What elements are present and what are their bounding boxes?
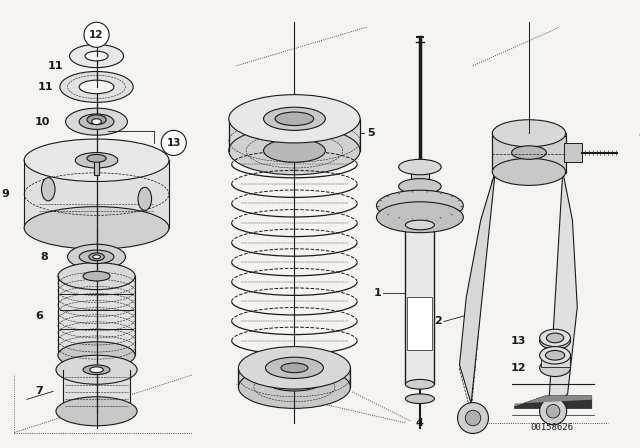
Text: 11: 11 (47, 60, 63, 71)
Ellipse shape (264, 107, 325, 130)
Ellipse shape (68, 244, 125, 269)
Polygon shape (625, 146, 640, 159)
Text: 9: 9 (2, 189, 10, 199)
Text: 5: 5 (367, 128, 374, 138)
Ellipse shape (540, 329, 570, 347)
Ellipse shape (376, 190, 463, 221)
Ellipse shape (83, 365, 110, 375)
Circle shape (547, 405, 560, 418)
Ellipse shape (239, 366, 351, 409)
Ellipse shape (89, 253, 104, 261)
Bar (412, 167, 429, 186)
Text: 3: 3 (638, 128, 640, 138)
Ellipse shape (42, 178, 55, 201)
Text: 13: 13 (511, 336, 526, 346)
Ellipse shape (376, 202, 463, 233)
Ellipse shape (60, 72, 133, 103)
Bar (541, 355, 570, 367)
Text: 1: 1 (374, 288, 381, 297)
Ellipse shape (90, 367, 103, 373)
Ellipse shape (87, 115, 106, 125)
Bar (408, 297, 433, 350)
Text: 00158626: 00158626 (531, 423, 573, 432)
Ellipse shape (228, 95, 360, 143)
Text: 13: 13 (166, 138, 181, 148)
Circle shape (465, 410, 481, 426)
Polygon shape (515, 396, 592, 406)
Text: 4: 4 (415, 418, 423, 428)
Ellipse shape (76, 153, 118, 168)
Text: 12: 12 (511, 363, 526, 373)
Text: 12: 12 (90, 30, 104, 40)
Ellipse shape (266, 370, 323, 391)
Circle shape (458, 403, 488, 434)
Ellipse shape (79, 114, 114, 129)
Polygon shape (228, 119, 360, 151)
Polygon shape (460, 172, 495, 404)
Ellipse shape (540, 332, 570, 349)
Ellipse shape (66, 108, 127, 135)
Ellipse shape (275, 112, 314, 125)
Text: 8: 8 (40, 252, 48, 262)
Bar (492, 136, 566, 173)
Ellipse shape (492, 158, 566, 185)
Polygon shape (548, 172, 577, 413)
Ellipse shape (264, 139, 325, 162)
Ellipse shape (492, 120, 566, 147)
Ellipse shape (545, 350, 564, 360)
Ellipse shape (511, 146, 547, 159)
Ellipse shape (93, 255, 100, 259)
Ellipse shape (92, 119, 101, 125)
Ellipse shape (540, 347, 570, 364)
Polygon shape (515, 396, 592, 409)
Polygon shape (63, 370, 131, 411)
Text: 2: 2 (435, 316, 442, 327)
Ellipse shape (58, 342, 135, 369)
Ellipse shape (24, 207, 169, 249)
Ellipse shape (79, 80, 114, 94)
Polygon shape (401, 206, 439, 217)
Ellipse shape (138, 187, 152, 211)
Circle shape (84, 22, 109, 47)
Ellipse shape (58, 263, 135, 290)
Ellipse shape (405, 394, 435, 404)
Ellipse shape (405, 220, 435, 230)
Ellipse shape (24, 139, 169, 181)
Text: 7: 7 (36, 386, 44, 396)
Polygon shape (24, 160, 169, 228)
Ellipse shape (56, 397, 137, 426)
Circle shape (161, 130, 186, 155)
Polygon shape (239, 368, 351, 387)
Ellipse shape (399, 159, 441, 175)
Ellipse shape (87, 155, 106, 162)
Ellipse shape (239, 347, 351, 389)
Text: 10: 10 (35, 116, 50, 127)
Ellipse shape (281, 363, 308, 373)
Ellipse shape (79, 250, 114, 263)
Ellipse shape (85, 51, 108, 61)
Ellipse shape (405, 379, 435, 389)
Text: 11: 11 (38, 82, 53, 92)
Bar (405, 225, 435, 384)
Ellipse shape (266, 357, 323, 379)
Ellipse shape (56, 355, 137, 384)
Ellipse shape (540, 359, 570, 376)
Ellipse shape (70, 44, 124, 68)
Polygon shape (58, 276, 135, 355)
Text: 6: 6 (36, 311, 44, 321)
Ellipse shape (547, 333, 564, 343)
Ellipse shape (83, 271, 110, 281)
Circle shape (540, 398, 566, 425)
Ellipse shape (399, 179, 441, 194)
Polygon shape (564, 143, 582, 162)
Bar (94, 155, 99, 175)
Ellipse shape (228, 126, 360, 175)
